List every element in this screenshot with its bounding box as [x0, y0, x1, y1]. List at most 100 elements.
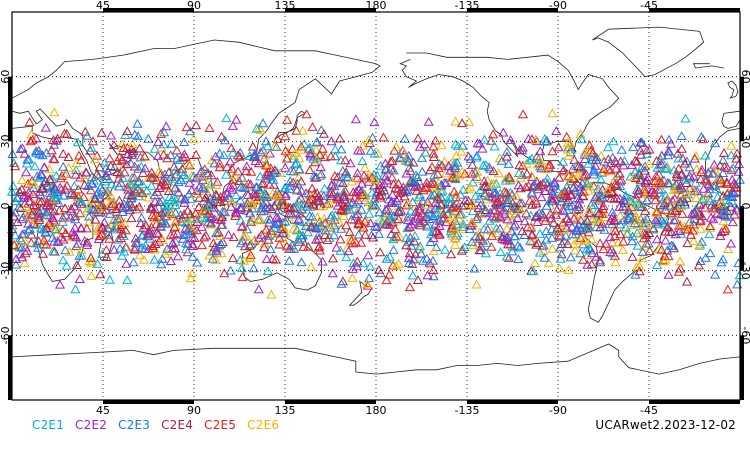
occultation-marker — [261, 254, 272, 263]
occultation-marker — [114, 152, 125, 162]
occultation-marker — [202, 207, 213, 217]
occultation-marker — [88, 204, 99, 214]
occultation-marker — [218, 150, 229, 159]
occultation-marker — [530, 195, 541, 205]
occultation-marker — [336, 278, 347, 288]
occultation-marker — [322, 235, 333, 244]
occultation-marker — [262, 214, 273, 224]
occultation-marker — [597, 184, 608, 194]
occultation-marker — [229, 170, 240, 180]
occultation-marker — [375, 192, 386, 202]
occultation-marker — [710, 269, 721, 279]
occultation-marker — [288, 223, 299, 233]
occultation-marker — [715, 160, 726, 170]
occultation-marker — [675, 256, 686, 266]
occultation-marker — [180, 244, 191, 254]
occultation-marker — [557, 166, 569, 176]
occultation-marker — [386, 172, 398, 182]
occultation-marker — [227, 184, 238, 194]
occultation-marker — [647, 189, 658, 199]
occultation-marker — [649, 190, 660, 200]
occultation-marker — [583, 227, 594, 237]
occultation-marker — [456, 146, 467, 156]
occultation-marker — [240, 182, 251, 192]
occultation-marker — [253, 158, 265, 168]
occultation-marker — [540, 186, 551, 195]
occultation-marker — [607, 237, 618, 247]
occultation-marker — [477, 143, 488, 153]
occultation-marker — [31, 219, 42, 229]
occultation-marker — [586, 234, 597, 244]
occultation-marker — [487, 191, 498, 201]
occultation-marker — [471, 279, 482, 289]
occultation-marker — [260, 159, 271, 169]
occultation-marker — [364, 138, 375, 147]
occultation-marker — [501, 198, 513, 207]
occultation-marker — [140, 163, 151, 173]
occultation-marker — [363, 250, 374, 260]
occultation-marker — [643, 158, 654, 168]
occultation-marker — [114, 181, 125, 191]
occultation-marker — [496, 155, 507, 165]
occultation-marker — [458, 221, 469, 231]
occultation-marker — [280, 131, 291, 141]
occultation-marker — [695, 174, 706, 183]
occultation-marker — [617, 244, 628, 254]
occultation-marker — [412, 210, 423, 220]
occultation-marker — [374, 179, 385, 189]
occultation-marker — [274, 232, 285, 242]
occultation-marker — [379, 185, 390, 195]
occultation-marker — [232, 150, 243, 160]
occultation-marker — [537, 209, 548, 219]
occultation-marker — [543, 257, 554, 267]
occultation-marker — [588, 169, 599, 179]
occultation-marker — [28, 191, 39, 201]
occultation-marker — [391, 261, 402, 271]
occultation-marker — [666, 227, 677, 237]
occultation-marker — [491, 228, 502, 237]
occultation-marker — [726, 140, 737, 150]
occultation-marker — [611, 163, 622, 173]
occultation-marker — [475, 200, 486, 210]
occultation-marker — [282, 114, 293, 124]
occultation-marker — [409, 253, 420, 263]
occultation-marker — [639, 165, 650, 175]
occultation-marker — [348, 258, 359, 268]
occultation-marker — [81, 223, 92, 233]
occultation-marker — [429, 203, 441, 213]
occultation-marker — [87, 204, 98, 214]
occultation-marker — [280, 162, 291, 172]
occultation-marker — [160, 206, 171, 216]
occultation-marker — [21, 202, 32, 211]
occultation-marker — [635, 145, 646, 155]
occultation-marker — [245, 250, 256, 259]
occultation-marker — [637, 253, 648, 263]
occultation-marker — [578, 171, 589, 181]
occultation-marker — [545, 208, 556, 218]
occultation-marker — [681, 276, 693, 286]
occultation-marker — [42, 206, 53, 216]
occultation-marker — [118, 198, 129, 208]
occultation-marker — [326, 218, 337, 228]
occultation-marker — [127, 139, 138, 148]
occultation-marker — [132, 176, 143, 186]
occultation-marker — [498, 230, 509, 240]
occultation-marker — [573, 169, 584, 179]
occultation-marker — [271, 166, 282, 176]
occultation-marker — [113, 173, 124, 183]
occultation-marker — [306, 222, 317, 232]
occultation-marker — [344, 204, 355, 214]
occultation-marker — [227, 147, 238, 157]
occultation-marker — [570, 204, 581, 214]
occultation-marker — [96, 229, 108, 239]
occultation-marker — [547, 243, 558, 253]
occultation-marker — [47, 232, 58, 242]
occultation-marker — [526, 221, 537, 231]
occultation-marker — [82, 237, 93, 247]
occultation-marker — [697, 193, 708, 203]
occultation-marker — [236, 263, 247, 273]
occultation-marker — [159, 169, 170, 179]
occultation-marker — [579, 224, 591, 234]
occultation-marker — [549, 193, 561, 203]
occultation-marker — [169, 161, 180, 171]
